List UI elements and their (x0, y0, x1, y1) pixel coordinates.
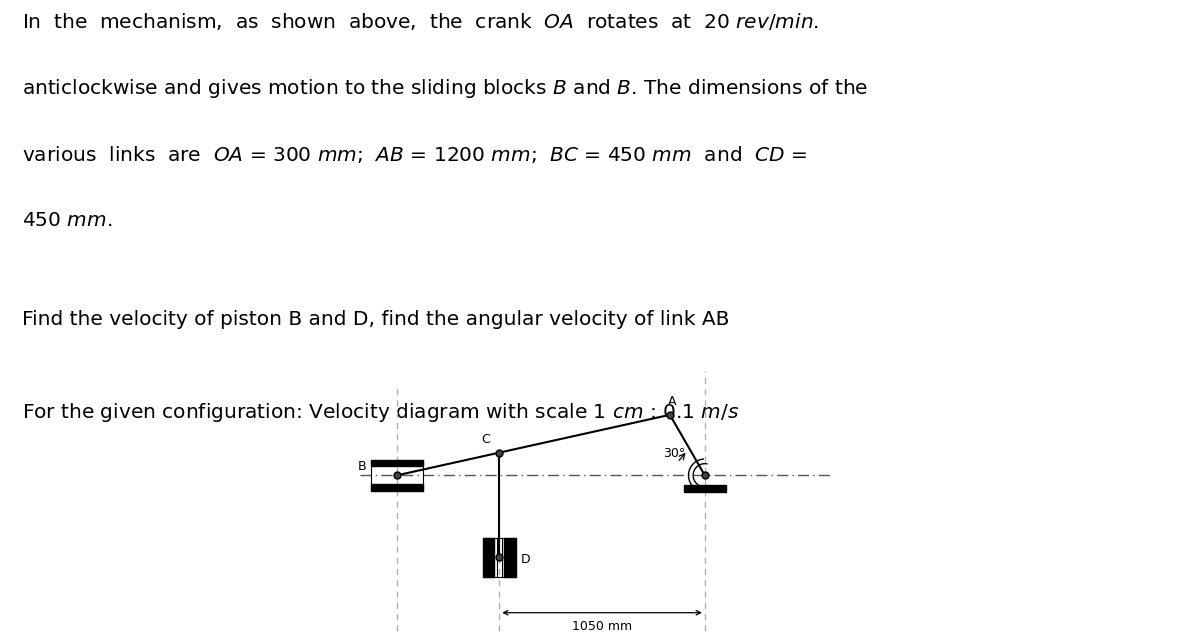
Text: anticlockwise and gives motion to the sliding blocks $B$ and $B$. The dimensions: anticlockwise and gives motion to the sl… (22, 77, 868, 100)
Text: 1050 mm: 1050 mm (572, 620, 632, 633)
Bar (372, 460, 422, 466)
Text: C: C (481, 433, 490, 446)
Text: For the given configuration: Velocity diagram with scale 1 $cm$ : 0.1 $m/s$: For the given configuration: Velocity di… (22, 401, 739, 424)
Text: B: B (358, 460, 367, 473)
Bar (504, 538, 516, 577)
Bar (482, 538, 494, 577)
Text: various  links  are  $OA$ = 300 $mm$;  $AB$ = 1200 $mm$;  $BC$ = 450 $mm$  and  : various links are $OA$ = 300 $mm$; $AB$ … (22, 144, 806, 165)
Text: Find the velocity of piston B and D, find the angular velocity of link AB: Find the velocity of piston B and D, fin… (22, 310, 728, 329)
Bar (684, 485, 726, 492)
Text: 450 $mm$.: 450 $mm$. (22, 211, 112, 230)
Text: In  the  mechanism,  as  shown  above,  the  crank  $OA$  rotates  at  20 $rev/m: In the mechanism, as shown above, the cr… (22, 11, 818, 32)
Text: 30°: 30° (662, 447, 685, 460)
Text: D: D (521, 553, 530, 566)
Text: A: A (668, 395, 677, 408)
Bar (372, 484, 422, 491)
